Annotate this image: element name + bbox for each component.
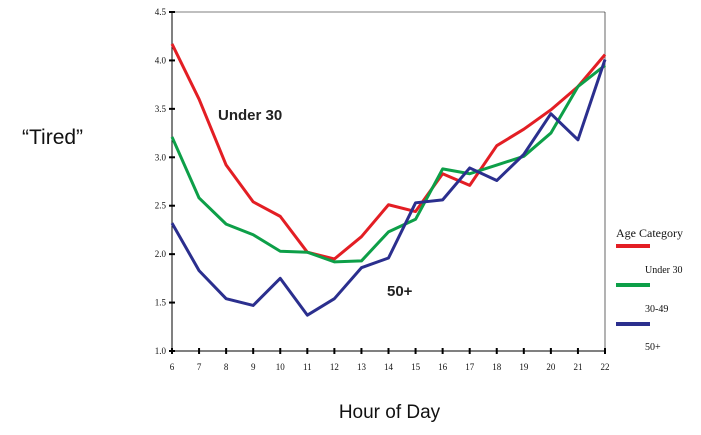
series-line-0 [170,43,607,261]
y-tick-label: 1.5 [155,298,167,308]
y-axis-label: “Tired” [22,126,84,149]
series-line-2 [170,58,607,317]
x-tick-label: 8 [224,362,229,372]
y-tick-label: 3.5 [155,104,167,114]
x-tick-label: 6 [170,362,175,372]
legend-entry-0: Under 30 [645,265,683,276]
x-tick-label: 20 [546,362,556,372]
x-tick-label: 18 [492,362,502,372]
x-tick-label: 12 [330,362,339,372]
annotation-under-30: Under 30 [218,107,282,124]
series-lines [170,43,607,317]
annotation-50-plus: 50+ [387,283,413,300]
legend-entry-2: 50+ [645,342,661,353]
series-line-1 [170,64,606,264]
x-tick-label: 11 [303,362,312,372]
x-axis-ticks: 6 7 8 9 10 11 12 13 14 15 16 17 18 19 20 21 22 [170,348,610,372]
y-tick-label: 4.0 [155,55,167,65]
x-tick-label: 16 [438,362,448,372]
x-tick-label: 10 [276,362,286,372]
y-tick-label: 2.5 [155,201,167,211]
y-tick-label: 4.5 [155,7,167,17]
x-tick-label: 17 [465,362,475,372]
x-tick-label: 15 [411,362,421,372]
x-tick-label: 21 [573,362,582,372]
y-axis-ticks: 1.0 1.5 2.0 2.5 3.0 3.5 4.0 4.5 [155,7,175,356]
x-tick-label: 7 [197,362,202,372]
axes [171,11,606,352]
x-tick-label: 19 [519,362,529,372]
y-tick-label: 2.0 [155,249,167,259]
x-tick-label: 13 [357,362,367,372]
legend-entry-1: 30-49 [645,304,668,315]
x-axis-label: Hour of Day [338,402,441,423]
y-tick-label: 3.0 [155,152,167,162]
legend-title: Age Category [616,226,683,240]
legend: Age Category Under 30 30-49 50+ [616,226,683,353]
x-tick-label: 9 [251,362,256,372]
x-tick-label: 22 [601,362,610,372]
y-tick-label: 1.0 [155,346,167,356]
x-tick-label: 14 [384,362,394,372]
